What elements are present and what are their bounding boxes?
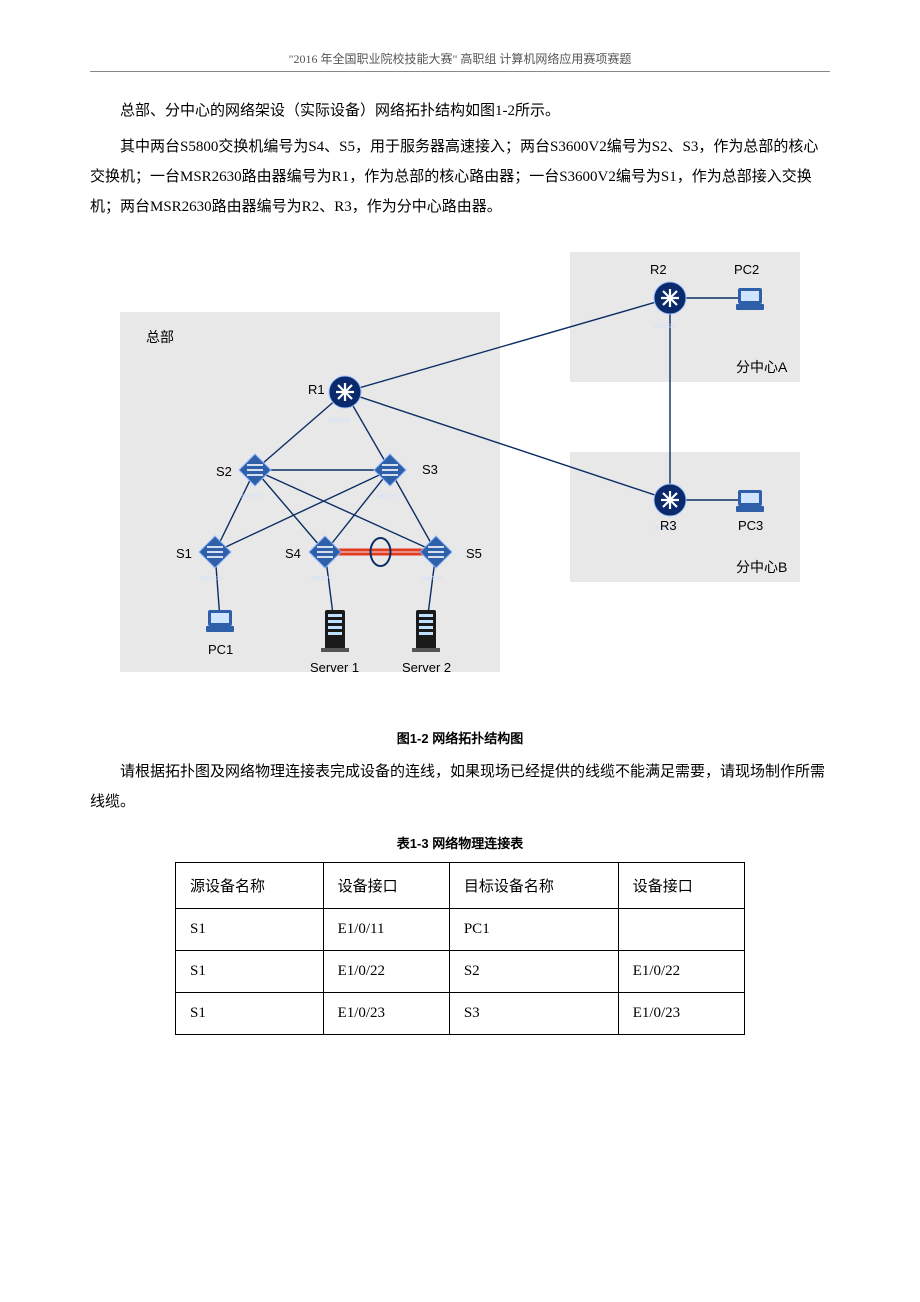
- svg-text:S1: S1: [176, 546, 192, 561]
- svg-text:R2: R2: [650, 262, 667, 277]
- table-cell: E1/0/23: [323, 993, 449, 1035]
- table-cell: S3: [449, 993, 618, 1035]
- instruction-para: 请根据拓扑图及网络物理连接表完成设备的连线，如果现场已经提供的线缆不能满足需要，…: [90, 757, 830, 817]
- svg-text:SWITCH: SWITCH: [311, 576, 331, 582]
- table-cell: S2: [449, 951, 618, 993]
- svg-text:总部: 总部: [146, 329, 174, 345]
- col-dst-port: 设备接口: [618, 863, 744, 909]
- table-cell: S1: [176, 951, 324, 993]
- svg-text:PC2: PC2: [734, 262, 759, 277]
- svg-text:Server 2: Server 2: [402, 660, 451, 675]
- intro-para-1: 总部、分中心的网络架设（实际设备）网络拓扑结构如图1-2所示。: [90, 96, 830, 126]
- svg-text:分中心B: 分中心B: [736, 559, 787, 575]
- page-header: "2016 年全国职业院校技能大赛" 高职组 计算机网络应用赛项赛题: [90, 50, 830, 72]
- svg-text:分中心A: 分中心A: [736, 359, 788, 375]
- svg-text:S5: S5: [466, 546, 482, 561]
- svg-text:S4: S4: [285, 546, 301, 561]
- svg-text:ROUTER: ROUTER: [329, 418, 351, 424]
- svg-text:R3: R3: [660, 518, 677, 533]
- intro-para-2: 其中两台S5800交换机编号为S4、S5，用于服务器高速接入；两台S3600V2…: [90, 132, 830, 222]
- col-dst-dev: 目标设备名称: [449, 863, 618, 909]
- topology-figure: 总部分中心A分中心BROUTERR1ROUTERR2ROUTERR3SWITCH…: [90, 252, 830, 712]
- svg-text:S2: S2: [216, 464, 232, 479]
- header-text: "2016 年全国职业院校技能大赛" 高职组 计算机网络应用赛项赛题: [289, 52, 632, 66]
- table-header-row: 源设备名称 设备接口 目标设备名称 设备接口: [176, 863, 745, 909]
- table-cell: E1/0/23: [618, 993, 744, 1035]
- table-cell: E1/0/11: [323, 909, 449, 951]
- table-row: S1E1/0/22S2E1/0/22: [176, 951, 745, 993]
- table-row: S1E1/0/23S3E1/0/23: [176, 993, 745, 1035]
- table-cell: S1: [176, 909, 324, 951]
- table-cell: [618, 909, 744, 951]
- svg-text:R1: R1: [308, 382, 325, 397]
- col-src-port: 设备接口: [323, 863, 449, 909]
- table-cell: E1/0/22: [323, 951, 449, 993]
- svg-text:SWITCH: SWITCH: [241, 494, 261, 500]
- physical-connection-table: 源设备名称 设备接口 目标设备名称 设备接口 S1E1/0/11PC1S1E1/…: [175, 862, 745, 1035]
- svg-text:SWITCH: SWITCH: [201, 576, 221, 582]
- svg-text:ROUTER: ROUTER: [654, 324, 676, 330]
- table-caption: 表1-3 网络物理连接表: [90, 833, 830, 852]
- topology-svg: 总部分中心A分中心BROUTERR1ROUTERR2ROUTERR3SWITCH…: [110, 252, 810, 712]
- svg-text:SWITCH: SWITCH: [422, 576, 442, 582]
- figure-caption: 图1-2 网络拓扑结构图: [90, 728, 830, 747]
- svg-text:PC1: PC1: [208, 642, 233, 657]
- svg-text:PC3: PC3: [738, 518, 763, 533]
- svg-text:S3: S3: [422, 462, 438, 477]
- table-cell: PC1: [449, 909, 618, 951]
- table-cell: E1/0/22: [618, 951, 744, 993]
- svg-text:Server 1: Server 1: [310, 660, 359, 675]
- col-src-dev: 源设备名称: [176, 863, 324, 909]
- table-row: S1E1/0/11PC1: [176, 909, 745, 951]
- svg-text:SWITCH: SWITCH: [376, 494, 396, 500]
- table-cell: S1: [176, 993, 324, 1035]
